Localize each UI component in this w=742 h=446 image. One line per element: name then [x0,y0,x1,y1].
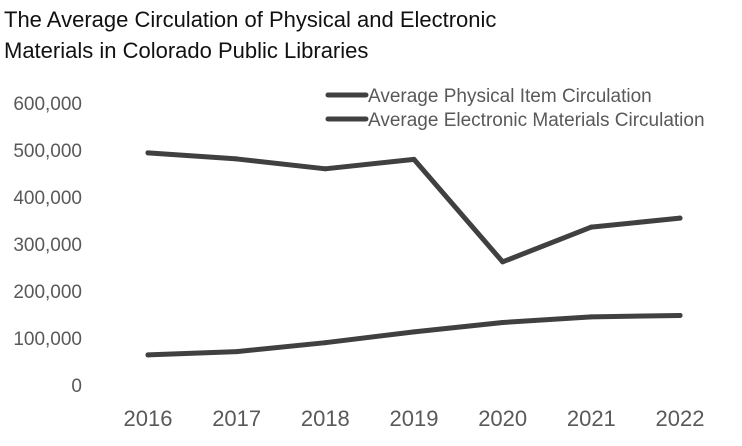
data-point [500,259,506,265]
chart-title-line-1: The Average Circulation of Physical and … [4,7,497,32]
x-tick-label: 2022 [656,406,705,431]
data-point [234,156,240,162]
y-tick-label: 300,000 [13,235,82,256]
x-tick-label: 2018 [301,406,350,431]
legend: Average Physical Item Circulation Averag… [325,86,705,131]
y-tick-label: 500,000 [13,141,82,162]
data-point [322,166,328,172]
x-tick-label: 2021 [567,406,616,431]
data-point [145,150,151,156]
series-layer [145,150,683,358]
x-axis: 2016 2017 2018 2019 2020 2021 2022 [124,406,705,431]
data-point [411,156,417,162]
series-line-electronic [145,312,683,358]
y-tick-label: 600,000 [13,94,82,115]
data-point [234,349,240,355]
y-tick-label: 200,000 [13,282,82,303]
data-point [588,224,594,230]
data-point [411,329,417,335]
chart-title: The Average Circulation of Physical and … [4,4,604,66]
data-point [677,215,683,221]
data-point [588,314,594,320]
series-line-physical [145,150,683,265]
x-tick-label: 2019 [390,406,439,431]
x-tick-label: 2020 [478,406,527,431]
y-axis: 0 100,000 200,000 300,000 400,000 500,000 600,… [13,94,82,397]
y-tick-label: 400,000 [13,188,82,209]
legend-label-physical: Average Physical Item Circulation [368,86,652,107]
y-tick-label: 100,000 [13,329,82,350]
data-point [322,340,328,346]
data-point [677,312,683,318]
y-tick-label: 0 [71,376,82,397]
data-point [145,352,151,358]
data-point [500,319,506,325]
legend-label-electronic: Average Electronic Materials Circulation [368,110,705,131]
x-tick-label: 2016 [124,406,173,431]
chart-title-line-2: Materials in Colorado Public Libraries [4,38,369,63]
x-tick-label: 2017 [212,406,261,431]
